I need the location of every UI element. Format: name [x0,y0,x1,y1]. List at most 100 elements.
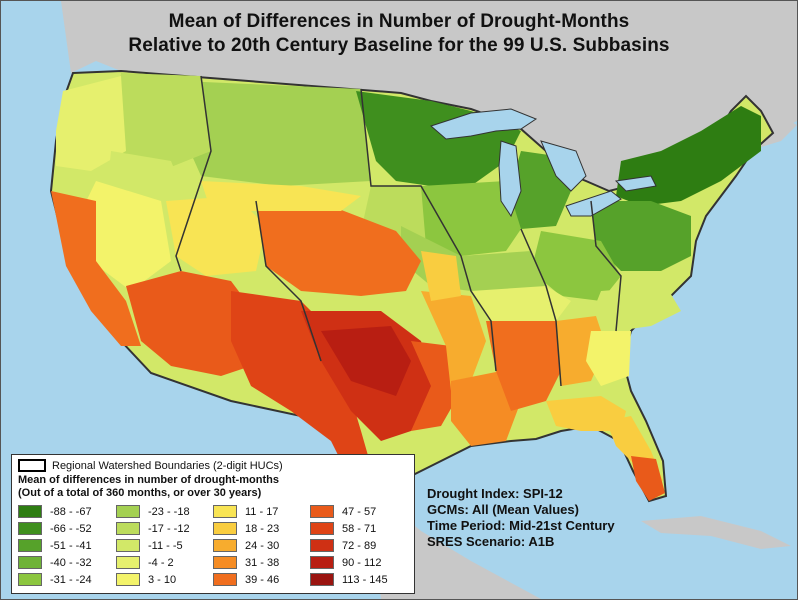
legend-class-label: 72 - 89 [342,539,377,552]
legend-class-label: 18 - 23 [245,522,280,535]
legend-class-item: 24 - 30 [213,539,279,552]
region-california [51,191,141,346]
boundary-swatch [18,459,46,472]
region-nebraska-yellow [201,181,361,211]
legend-heading-2: (Out of a total of 360 months, or over 3… [18,487,262,499]
legend-swatch [310,505,334,518]
region-utah-yellow [166,196,266,276]
lake-michigan [498,140,522,218]
legend-class-item: 18 - 23 [213,522,279,535]
legend-swatch [310,539,334,552]
legend-class-item: 90 - 112 [310,556,382,569]
legend-class-label: -66 - -52 [50,522,92,535]
region-ohio-green [421,181,521,256]
legend-class-label: -11 - -5 [148,539,183,552]
legend-class-item: 11 - 17 [213,505,278,518]
legend-swatch [18,573,42,586]
regional-boundary-lines [175,75,622,387]
region-kansas-yellow [421,251,461,301]
legend-class-label: 3 - 10 [148,573,177,586]
legend-swatch [213,505,237,518]
legend-class-label: 113 - 145 [342,573,388,586]
legend-class-item: -88 - -67 [18,505,92,518]
region-texas-center [321,326,411,396]
region-florida-panhandle [546,396,626,431]
legend-class-label: 90 - 112 [342,556,382,569]
legend-class-item: -23 - -18 [116,505,190,518]
lake-ontario [614,175,657,192]
legend-class-label: -4 - 2 [148,556,174,569]
region-montana [111,73,211,171]
legend-swatch [116,573,140,586]
region-pacific-nw [56,76,126,171]
legend-class-label: -40 - -32 [50,556,92,569]
map-title-line1: Mean of Differences in Number of Drought… [168,11,630,32]
legend-swatch [310,573,334,586]
region-arkansas-red [256,201,421,296]
legend-class-label: -88 - -67 [50,505,92,518]
legend-class-label: -31 - -24 [50,573,92,586]
region-lower-mississippi [421,291,486,391]
legend-class-item: 31 - 38 [213,556,279,569]
legend-class-label: 31 - 38 [245,556,280,569]
lake-huron [540,140,587,192]
legend-swatch [18,505,42,518]
legend-swatch [116,505,140,518]
legend-boundary-row: Regional Watershed Boundaries (2-digit H… [18,459,283,472]
lake-superior [430,108,538,140]
sres-scenario-text: SRES Scenario: A1B [427,534,555,549]
legend-swatch [116,522,140,535]
region-alabama [486,321,566,411]
legend-swatch [18,522,42,535]
legend-class-item: 39 - 46 [213,573,279,586]
legend-class-item: -17 - -12 [116,522,190,535]
gcms-text: GCMs: All (Mean Values) [427,502,579,517]
drought-index-text: Drought Index: SPI-12 [427,486,563,501]
legend-class-label: 11 - 17 [245,505,279,518]
legend-class-item: 72 - 89 [310,539,376,552]
lake-erie [565,190,622,217]
legend-class-label: 39 - 46 [245,573,280,586]
legend-swatch [310,556,334,569]
legend-class-label: -51 - -41 [50,539,92,552]
legend-swatch [310,522,334,535]
legend-class-item: -40 - -32 [18,556,92,569]
legend-swatch [18,556,42,569]
legend-class-label: 24 - 30 [245,539,280,552]
legend-swatch [116,539,140,552]
legend-class-label: 58 - 71 [342,522,377,535]
legend-swatch [116,556,140,569]
scenario-info: Drought Index: SPI-12 GCMs: All (Mean Va… [427,486,615,550]
legend-swatch [213,573,237,586]
legend-swatch [213,539,237,552]
region-mid-atlantic [591,201,691,271]
region-northern-plains [181,81,371,186]
legend-swatch [18,539,42,552]
region-great-basin [79,181,171,291]
cuba-land [641,516,791,549]
legend-class-item: -4 - 2 [116,556,174,569]
legend-class-item: -51 - -41 [18,539,92,552]
legend-class-item: -31 - -24 [18,573,92,586]
region-sc-ga-coast [586,331,631,386]
region-carolinas [591,286,681,331]
legend: Regional Watershed Boundaries (2-digit H… [11,454,415,594]
time-period-text: Time Period: Mid-21st Century [427,518,615,533]
legend-class-item: 47 - 57 [310,505,376,518]
legend-boundary-label: Regional Watershed Boundaries (2-digit H… [52,459,283,472]
legend-class-label: 47 - 57 [342,505,377,518]
legend-swatch [213,522,237,535]
legend-class-item: -11 - -5 [116,539,183,552]
legend-class-item: -66 - -52 [18,522,92,535]
canada-land [61,1,797,191]
legend-class-item: 113 - 145 [310,573,388,586]
legend-class-item: 3 - 10 [116,573,176,586]
map-title-line2: Relative to 20th Century Baseline for th… [128,35,670,56]
legend-swatch [213,556,237,569]
legend-heading-1: Mean of differences in number of drought… [18,474,279,486]
legend-class-label: -23 - -18 [148,505,190,518]
legend-class-item: 58 - 71 [310,522,376,535]
region-tennessee [471,286,571,321]
